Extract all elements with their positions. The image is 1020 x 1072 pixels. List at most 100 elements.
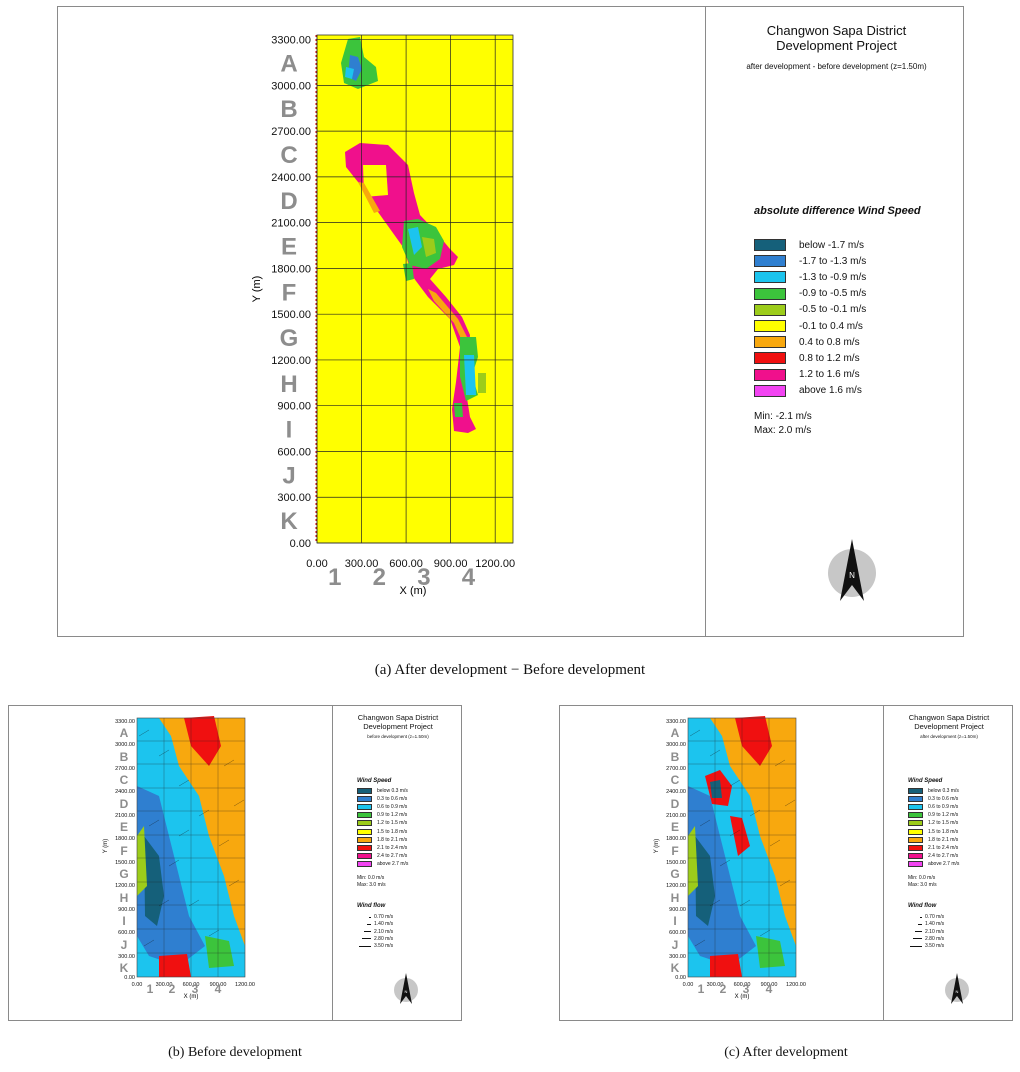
legend-swatch xyxy=(754,271,786,284)
row-label: F xyxy=(282,279,297,306)
flow-arrow-icon xyxy=(359,929,371,934)
svg-text:J: J xyxy=(672,938,679,952)
svg-text:Y (m): Y (m) xyxy=(654,839,660,854)
legend-swatch xyxy=(908,812,923,819)
row-label: J xyxy=(282,462,295,489)
legend-item: 0.8 to 1.2 m/s xyxy=(754,352,860,365)
grid xyxy=(688,718,796,977)
diff-zone xyxy=(363,165,388,197)
svg-text:N: N xyxy=(956,989,959,994)
svg-text:Y (m): Y (m) xyxy=(103,839,109,854)
x-tick-label: 1200.00 xyxy=(475,558,515,570)
legend-label: 1.8 to 2.1 m/s xyxy=(377,836,408,843)
legend-item: 0.6 to 0.9 m/s xyxy=(357,804,407,811)
row-label: C xyxy=(280,142,297,169)
legend-swatch xyxy=(754,303,786,316)
legend-label: 0.8 to 1.2 m/s xyxy=(799,352,860,364)
legend-label: 2.4 to 2.7 m/s xyxy=(377,852,408,859)
legend-item: 1.5 to 1.8 m/s xyxy=(357,828,407,835)
main-panel: 0.00 300.00 600.00 900.00 1200.00 0.00 300.00 6… xyxy=(57,6,964,637)
legend-item: 0.3 to 0.6 m/s xyxy=(908,796,959,803)
svg-text:1200.00: 1200.00 xyxy=(235,982,255,988)
diff-zone xyxy=(464,355,476,395)
y-tick-label: 900.00 xyxy=(277,401,311,413)
panel-divider xyxy=(705,7,706,636)
svg-text:3300.00: 3300.00 xyxy=(115,719,135,725)
flow-legend-label: 0.70 m/s xyxy=(374,914,394,920)
row-label: H xyxy=(280,371,297,398)
legend-label: above 2.7 m/s xyxy=(377,860,409,867)
flow-arrow-icon xyxy=(359,915,371,920)
svg-text:E: E xyxy=(120,820,128,834)
legend-swatch xyxy=(357,828,372,835)
legend-label: 2.1 to 2.4 m/s xyxy=(377,844,408,851)
flow-legend-item: 3.50 m/s xyxy=(910,943,944,949)
legend-item: 2.1 to 2.4 m/s xyxy=(357,844,408,851)
row-label: E xyxy=(281,234,297,261)
svg-text:J: J xyxy=(121,938,128,952)
svg-text:900.00: 900.00 xyxy=(669,907,686,913)
svg-text:1500.00: 1500.00 xyxy=(115,860,135,866)
svg-text:C: C xyxy=(671,773,680,787)
legend-swatch xyxy=(908,844,923,851)
flow-arrow-icon xyxy=(359,936,371,941)
caption-b: (b) Before development xyxy=(168,1045,302,1060)
legend-swatch xyxy=(357,804,372,811)
flow-legend-item: 1.40 m/s xyxy=(359,921,393,927)
min-label: Min: -2.1 m/s xyxy=(754,411,812,422)
y-tick-label: 1800.00 xyxy=(271,263,311,275)
x-axis-label: X (m) xyxy=(400,585,427,597)
svg-text:K: K xyxy=(671,961,680,975)
legend-label: below 0.3 m/s xyxy=(928,788,959,794)
legend-item: 2.4 to 2.7 m/s xyxy=(908,852,958,859)
svg-text:2: 2 xyxy=(169,982,176,996)
svg-text:D: D xyxy=(671,797,680,811)
legend-label: 1.8 to 2.1 m/s xyxy=(928,836,959,843)
panel-after: 3300.00 3000.00 2700.00 2400.00 2100.00 1800… xyxy=(559,705,1013,1021)
panel-divider xyxy=(332,706,333,1020)
caption-c: (c) After development xyxy=(724,1045,848,1060)
svg-text:N: N xyxy=(849,571,855,580)
diff-zone xyxy=(358,182,380,213)
legend-item: above 1.6 m/s xyxy=(754,384,862,397)
svg-text:A: A xyxy=(120,726,129,740)
svg-text:2100.00: 2100.00 xyxy=(666,813,686,819)
svg-text:0.00: 0.00 xyxy=(675,975,686,981)
svg-text:2400.00: 2400.00 xyxy=(666,789,686,795)
grid xyxy=(137,718,245,977)
legend-item: 0.4 to 0.8 m/s xyxy=(754,336,860,349)
project-title: Changwon Sapa District Development Proje… xyxy=(884,713,1014,731)
row-label: A xyxy=(280,50,297,77)
legend-swatch xyxy=(357,860,372,867)
flow-legend-label: 2.80 m/s xyxy=(374,935,394,942)
flow-arrow-icon xyxy=(910,915,922,920)
svg-text:300.00: 300.00 xyxy=(669,954,686,960)
legend-item: 1.8 to 2.1 m/s xyxy=(357,836,408,843)
legend-swatch xyxy=(754,384,786,397)
legend-swatch xyxy=(357,852,372,859)
legend-swatch xyxy=(754,368,786,381)
north-arrow-icon: N xyxy=(945,973,969,1004)
y-axis-label: Y (m) xyxy=(251,276,263,303)
svg-text:3300.00: 3300.00 xyxy=(666,719,686,725)
legend-item: 0.3 to 0.6 m/s xyxy=(357,796,407,803)
max-label: Max: 3.0 m/s xyxy=(908,882,937,888)
legend-label: 0.3 to 0.6 m/s xyxy=(928,796,959,803)
svg-text:E: E xyxy=(671,820,679,834)
legend-item: 1.2 to 1.5 m/s xyxy=(908,820,958,827)
flow-legend-label: 2.10 m/s xyxy=(925,928,945,935)
flow-legend-item: 2.10 m/s xyxy=(910,929,944,935)
svg-text:I: I xyxy=(122,914,125,928)
legend-item: 0.6 to 0.9 m/s xyxy=(908,804,958,811)
legend-swatch xyxy=(357,812,372,819)
y-tick-label: 300.00 xyxy=(277,492,311,504)
legend-swatch xyxy=(357,844,372,851)
legend-item: -1.7 to -1.3 m/s xyxy=(754,255,867,268)
y-tick-label: 1500.00 xyxy=(271,309,311,321)
legend-swatch xyxy=(754,320,786,332)
legend-swatch xyxy=(908,828,923,835)
legend-label: -1.7 to -1.3 m/s xyxy=(799,255,867,267)
north-arrow-icon: N xyxy=(394,973,418,1004)
diff-zone xyxy=(454,403,463,417)
